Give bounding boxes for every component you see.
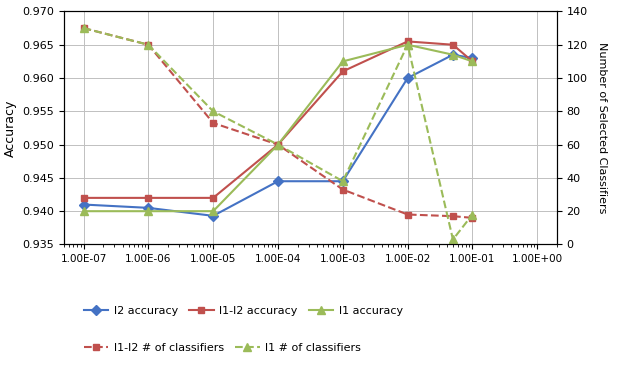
Line: l2 accuracy: l2 accuracy	[80, 51, 476, 219]
l1-l2 accuracy	[468, 59, 476, 64]
l1-l2 accuracy	[145, 196, 152, 200]
Line: l1 accuracy: l1 accuracy	[79, 40, 477, 215]
l1 # of classifiers	[79, 26, 87, 31]
l1-l2 # of classifiers	[145, 42, 152, 47]
l1-l2 accuracy	[404, 39, 412, 44]
l1 accuracy	[274, 142, 282, 147]
l1 accuracy	[209, 209, 217, 214]
Line: l1-l2 # of classifiers: l1-l2 # of classifiers	[80, 24, 476, 221]
l2 accuracy	[449, 52, 457, 57]
l1-l2 # of classifiers	[339, 187, 347, 192]
l1-l2 # of classifiers	[404, 212, 412, 217]
l1-l2 accuracy	[79, 196, 87, 200]
l1 accuracy	[79, 209, 87, 214]
l1 accuracy	[468, 59, 476, 64]
Line: l1 # of classifiers: l1 # of classifiers	[79, 24, 477, 244]
l1-l2 accuracy	[449, 42, 457, 47]
l2 accuracy	[468, 56, 476, 60]
l1 accuracy	[339, 59, 347, 64]
l2 accuracy	[339, 179, 347, 183]
l2 accuracy	[79, 202, 87, 207]
l2 accuracy	[145, 206, 152, 210]
l2 accuracy	[209, 214, 217, 218]
l1 accuracy	[404, 42, 412, 47]
l2 accuracy	[274, 179, 282, 183]
Y-axis label: Number of Selected Classifiers: Number of Selected Classifiers	[597, 42, 607, 214]
l1-l2 # of classifiers	[274, 142, 282, 147]
l1 # of classifiers	[274, 142, 282, 147]
Legend: l1-l2 # of classifiers, l1 # of classifiers: l1-l2 # of classifiers, l1 # of classifi…	[79, 338, 365, 358]
l1-l2 # of classifiers	[468, 215, 476, 220]
l1-l2 # of classifiers	[209, 121, 217, 125]
l1-l2 accuracy	[274, 142, 282, 147]
Y-axis label: Accuracy: Accuracy	[4, 99, 17, 157]
Line: l1-l2 accuracy: l1-l2 accuracy	[80, 38, 476, 201]
l1-l2 accuracy	[339, 69, 347, 74]
l1 # of classifiers	[145, 42, 152, 47]
l1 # of classifiers	[468, 212, 476, 217]
l1-l2 # of classifiers	[79, 26, 87, 31]
l1 accuracy	[145, 209, 152, 214]
l1-l2 accuracy	[209, 196, 217, 200]
l1 # of classifiers	[404, 42, 412, 47]
l1 # of classifiers	[339, 179, 347, 183]
l1 # of classifiers	[449, 237, 457, 242]
l1-l2 # of classifiers	[449, 214, 457, 219]
l1 accuracy	[449, 52, 457, 57]
l2 accuracy	[404, 76, 412, 80]
l1 # of classifiers	[209, 109, 217, 113]
